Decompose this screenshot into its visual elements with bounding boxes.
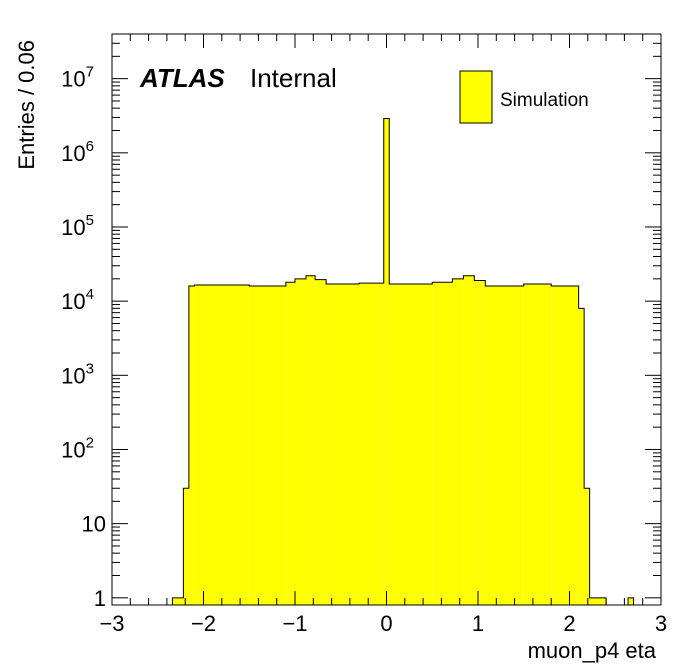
atlas-status-label: Internal xyxy=(250,63,337,93)
histogram-bar xyxy=(326,284,360,605)
legend-label-simulation: Simulation xyxy=(500,90,589,111)
histogram-bar xyxy=(305,275,316,605)
y-tick-label: 1 xyxy=(94,586,106,611)
histogram-bar xyxy=(523,284,552,605)
y-tick-label: 103 xyxy=(61,360,94,388)
x-tick-label: −3 xyxy=(99,611,124,636)
histogram-bar xyxy=(383,118,390,606)
histogram-bar xyxy=(183,488,189,605)
histogram-bar xyxy=(359,283,384,605)
y-axis-ticks xyxy=(112,33,661,599)
y-tick-label: 107 xyxy=(61,64,94,92)
atlas-label: ATLAS xyxy=(139,63,225,93)
histogram-bar xyxy=(452,278,464,605)
x-tick-label: 0 xyxy=(380,611,392,636)
x-tick-label: 2 xyxy=(563,611,575,636)
x-tick-label: −1 xyxy=(282,611,307,636)
histogram-bar xyxy=(485,286,524,605)
histogram-bar xyxy=(551,286,579,605)
histogram-bar xyxy=(463,275,475,605)
histogram-bar xyxy=(432,282,453,605)
histogram-bar xyxy=(285,282,295,605)
x-tick-labels: −3 −2 −1 0 1 2 3 xyxy=(99,611,667,636)
histogram-bar xyxy=(584,488,590,605)
histogram-bar xyxy=(188,286,195,605)
x-axis-title: muon_p4 eta xyxy=(528,638,657,663)
histogram-bar xyxy=(589,597,607,605)
histogram-bar xyxy=(474,280,486,605)
y-tick-label: 105 xyxy=(61,212,94,240)
histogram-bar xyxy=(194,285,250,605)
histogram-bars xyxy=(171,118,635,606)
histogram-bar xyxy=(578,308,585,605)
y-tick-label: 102 xyxy=(61,434,94,462)
x-axis-ticks xyxy=(111,34,662,605)
y-tick-labels: 1 10 102 103 104 105 106 107 xyxy=(61,64,106,611)
histogram-bar xyxy=(315,279,327,605)
legend: Simulation xyxy=(459,70,589,124)
y-tick-label: 106 xyxy=(61,138,94,166)
y-tick-label: 10 xyxy=(82,512,106,537)
x-tick-label: −2 xyxy=(191,611,216,636)
histogram-bar xyxy=(249,286,286,605)
histogram-bar xyxy=(628,597,634,605)
x-tick-label: 1 xyxy=(472,611,484,636)
histogram-outline xyxy=(171,118,607,605)
legend-swatch-simulation xyxy=(459,70,493,124)
y-tick-label: 104 xyxy=(61,286,94,314)
histogram-bar xyxy=(172,597,184,605)
y-axis-title: Entries / 0.06 xyxy=(14,40,39,170)
histogram-outline xyxy=(627,597,635,605)
histogram-bar xyxy=(389,284,433,605)
x-tick-label: 3 xyxy=(655,611,667,636)
histogram-bar xyxy=(295,278,306,605)
